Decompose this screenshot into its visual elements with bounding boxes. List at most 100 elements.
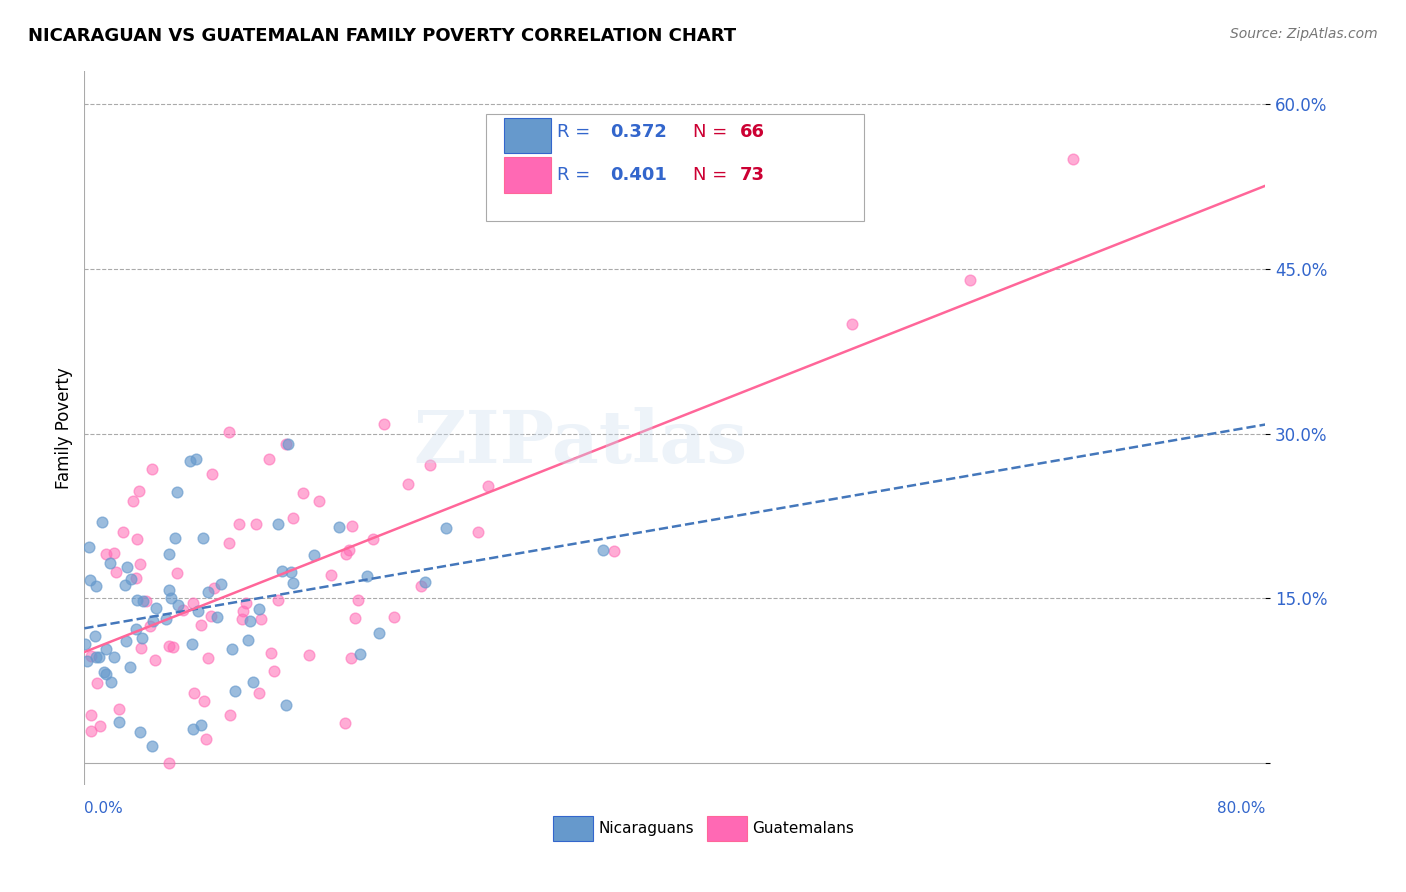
Guatemalans <box>218 425 240 440</box>
Nicaraguans <box>239 614 262 628</box>
Nicaraguans <box>163 531 186 545</box>
Nicaraguans <box>191 532 214 546</box>
Nicaraguans <box>96 641 118 656</box>
Text: ZIPatlas: ZIPatlas <box>413 407 748 478</box>
FancyBboxPatch shape <box>503 157 551 193</box>
Nicaraguans <box>276 698 298 712</box>
Guatemalans <box>291 485 314 500</box>
Guatemalans <box>139 619 162 633</box>
Guatemalans <box>143 653 166 667</box>
Guatemalans <box>80 708 103 723</box>
Guatemalans <box>333 716 356 731</box>
Guatemalans <box>80 648 103 663</box>
Nicaraguans <box>436 521 458 535</box>
Guatemalans <box>467 525 489 540</box>
Guatemalans <box>340 650 363 665</box>
Text: 0.0%: 0.0% <box>84 801 124 816</box>
Nicaraguans <box>141 739 163 753</box>
Guatemalans <box>382 610 405 624</box>
Nicaraguans <box>145 600 167 615</box>
Nicaraguans <box>107 714 129 729</box>
Guatemalans <box>231 612 253 626</box>
Guatemalans <box>108 702 131 716</box>
Guatemalans <box>319 568 342 582</box>
Guatemalans <box>335 547 357 561</box>
Nicaraguans <box>236 632 259 647</box>
FancyBboxPatch shape <box>486 114 863 221</box>
Guatemalans <box>80 724 103 739</box>
Guatemalans <box>263 664 285 678</box>
Nicaraguans <box>179 453 201 467</box>
Guatemalans <box>134 594 156 608</box>
Guatemalans <box>274 437 297 451</box>
Nicaraguans <box>281 575 304 590</box>
Text: Guatemalans: Guatemalans <box>752 821 853 836</box>
Guatemalans <box>247 686 270 700</box>
Nicaraguans <box>166 485 188 500</box>
Guatemalans <box>157 756 180 770</box>
Guatemalans <box>127 532 149 546</box>
Guatemalans <box>603 543 626 558</box>
Guatemalans <box>841 317 863 331</box>
Nicaraguans <box>100 674 122 689</box>
FancyBboxPatch shape <box>553 816 593 840</box>
Text: 66: 66 <box>740 123 765 141</box>
Guatemalans <box>200 609 222 624</box>
Guatemalans <box>232 604 254 618</box>
Nicaraguans <box>118 660 141 674</box>
Text: 73: 73 <box>740 166 765 184</box>
Guatemalans <box>183 686 205 700</box>
Guatemalans <box>129 640 152 655</box>
Guatemalans <box>89 719 111 733</box>
Guatemalans <box>172 603 194 617</box>
FancyBboxPatch shape <box>503 118 551 153</box>
Nicaraguans <box>91 515 114 529</box>
Nicaraguans <box>186 452 208 467</box>
Guatemalans <box>162 640 184 655</box>
Nicaraguans <box>190 718 212 732</box>
Nicaraguans <box>266 517 288 532</box>
Nicaraguans <box>328 520 350 534</box>
Guatemalans <box>340 519 363 533</box>
Nicaraguans <box>160 591 183 606</box>
Nicaraguans <box>197 585 219 599</box>
Nicaraguans <box>132 594 155 608</box>
Guatemalans <box>361 533 384 547</box>
Nicaraguans <box>280 565 302 579</box>
Guatemalans <box>260 646 283 660</box>
Nicaraguans <box>277 437 299 451</box>
Text: R =: R = <box>557 123 596 141</box>
Nicaraguans <box>114 633 136 648</box>
Guatemalans <box>409 579 432 593</box>
Nicaraguans <box>247 602 270 616</box>
Nicaraguans <box>356 569 378 583</box>
Nicaraguans <box>120 572 142 586</box>
Guatemalans <box>267 592 290 607</box>
Guatemalans <box>104 565 127 579</box>
Text: Source: ZipAtlas.com: Source: ZipAtlas.com <box>1230 27 1378 41</box>
Guatemalans <box>197 651 219 665</box>
Nicaraguans <box>125 592 148 607</box>
Nicaraguans <box>205 610 228 624</box>
Guatemalans <box>103 546 125 560</box>
Guatemalans <box>190 617 212 632</box>
Guatemalans <box>228 516 250 531</box>
Nicaraguans <box>187 604 209 618</box>
Nicaraguans <box>114 578 136 592</box>
Nicaraguans <box>368 626 391 640</box>
Nicaraguans <box>224 684 246 698</box>
Nicaraguans <box>131 632 153 646</box>
Nicaraguans <box>592 543 614 558</box>
Text: 0.401: 0.401 <box>610 166 666 184</box>
Guatemalans <box>111 524 134 539</box>
Nicaraguans <box>157 547 180 561</box>
Guatemalans <box>398 476 420 491</box>
Guatemalans <box>298 648 321 663</box>
Nicaraguans <box>128 725 150 739</box>
Guatemalans <box>419 458 441 473</box>
Guatemalans <box>373 417 395 432</box>
FancyBboxPatch shape <box>707 816 747 840</box>
Nicaraguans <box>415 574 437 589</box>
Guatemalans <box>1063 152 1085 166</box>
Guatemalans <box>477 479 499 493</box>
